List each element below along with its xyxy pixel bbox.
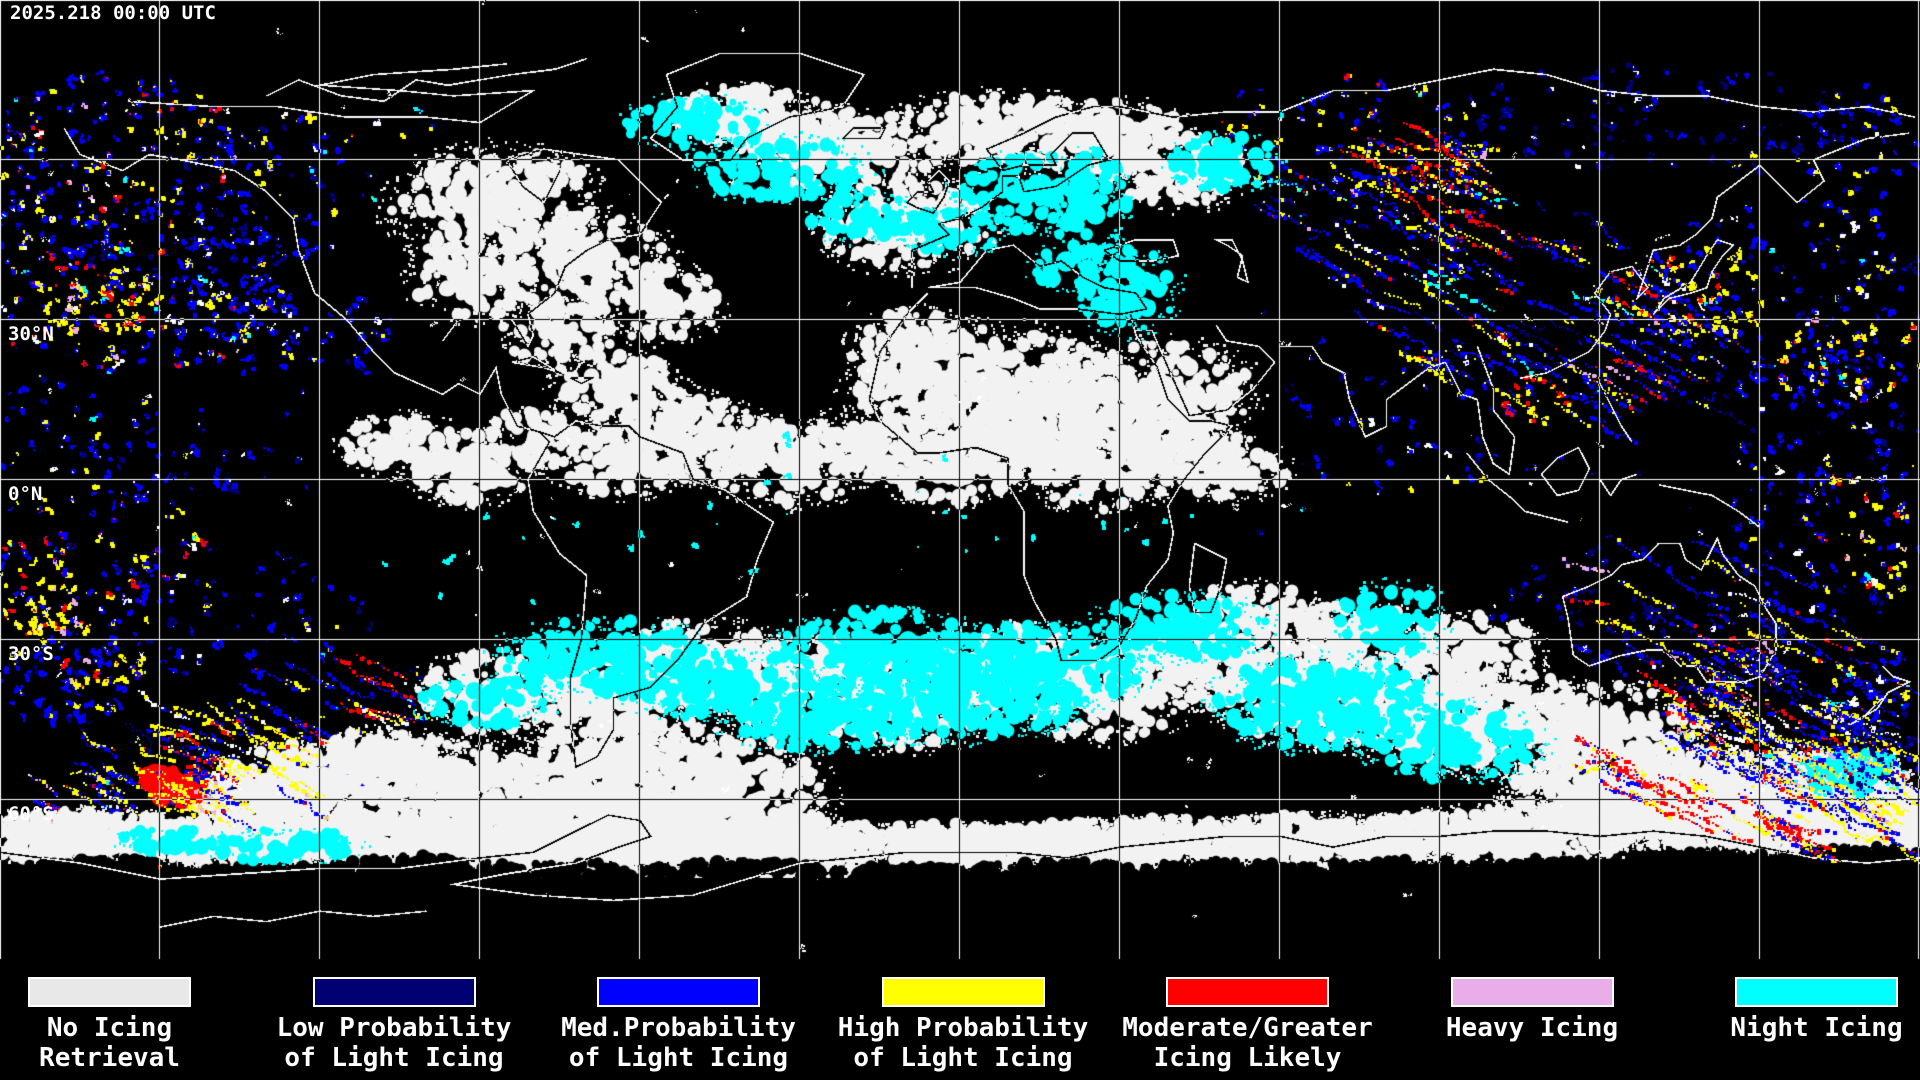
legend-label: High Probability of Light Icing bbox=[837, 1013, 1089, 1073]
legend-label: Night Icing bbox=[1730, 1013, 1903, 1043]
legend-swatch-low-prob-light-icing bbox=[312, 977, 476, 1007]
legend-swatch-night-icing bbox=[1735, 977, 1898, 1007]
latitude-label: 30°S bbox=[8, 643, 54, 665]
timestamp: 2025.218 00:00 UTC bbox=[10, 2, 216, 24]
legend-item-heavy-icing: Heavy Icing bbox=[1392, 977, 1672, 1043]
legend-item-moderate-greater-icing: Moderate/Greater Icing Likely bbox=[1108, 977, 1388, 1073]
legend-swatch-no-icing-retrieval bbox=[28, 977, 191, 1007]
legend: No Icing Retrieval Low Probability of Light… bbox=[0, 963, 1920, 1080]
legend-item-no-icing-retrieval: No Icing Retrieval bbox=[0, 977, 250, 1073]
legend-swatch-heavy-icing bbox=[1450, 977, 1614, 1007]
legend-label: No Icing Retrieval bbox=[39, 1013, 180, 1073]
legend-label: Heavy Icing bbox=[1445, 1013, 1619, 1043]
legend-swatch-moderate-greater-icing bbox=[1166, 977, 1329, 1007]
legend-swatch-high-prob-light-icing bbox=[881, 977, 1045, 1007]
legend-label: Med.Probability of Light Icing bbox=[561, 1013, 796, 1073]
legend-label: Low Probability of Light Icing bbox=[276, 1013, 512, 1073]
latitude-label: 0°N bbox=[8, 483, 43, 505]
legend-item-med-prob-light-icing: Med.Probability of Light Icing bbox=[539, 977, 819, 1073]
legend-item-high-prob-light-icing: High Probability of Light Icing bbox=[823, 977, 1103, 1073]
legend-item-night-icing: Night Icing bbox=[1677, 977, 1920, 1043]
legend-label: Moderate/Greater Icing Likely bbox=[1122, 1013, 1373, 1073]
legend-item-low-prob-light-icing: Low Probability of Light Icing bbox=[254, 977, 534, 1073]
latitude-label: 30°N bbox=[8, 323, 54, 345]
latitude-label: 60°S bbox=[8, 803, 54, 825]
legend-swatch-med-prob-light-icing bbox=[597, 977, 760, 1007]
icing-map-canvas bbox=[0, 0, 1920, 963]
